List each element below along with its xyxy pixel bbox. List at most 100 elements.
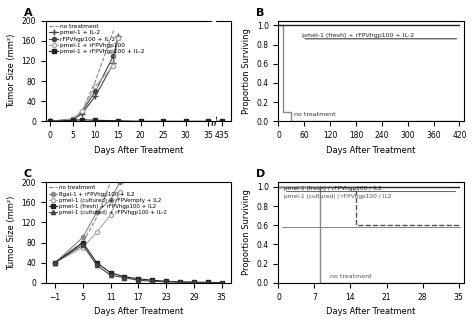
pmel-1 + rFPVhgp100	[47, 119, 53, 123]
pmel-1 + rFPVhgp100 + IL-2	[92, 118, 98, 122]
Bgal-1 + rFPVhgp100 + IL2	[108, 198, 113, 202]
Bgal-1 + rFPVhgp100 + IL2	[52, 261, 58, 265]
X-axis label: Days After Treatment: Days After Treatment	[327, 146, 416, 155]
rFPVhgp100 + IL-2	[70, 117, 76, 121]
pmel-1 + rFPVhgp100	[115, 36, 121, 40]
X-axis label: Days After Treatment: Days After Treatment	[327, 307, 416, 316]
pmel-1 (cultured) + rFPVempty + IL2	[94, 231, 100, 234]
pmel-1 (fresh) + rFPVhgp100 + IL2	[163, 279, 169, 283]
pmel-1 + rFPVhgp100	[110, 64, 116, 68]
pmel-1 (cultured) + rFPVhgp100 + IL-2	[163, 280, 169, 284]
no treatment	[47, 119, 53, 123]
Bgal-1 + rFPVhgp100 + IL2	[80, 235, 86, 239]
pmel-1 + IL-2	[70, 118, 76, 122]
pmel-1 (fresh) + rFPVhgp100 + IL2	[191, 280, 197, 284]
pmel-1 (fresh) + rFPVhgp100 + IL2	[52, 261, 58, 265]
pmel-1 (fresh) + rFPVhgp100 + IL2	[136, 277, 141, 281]
pmel-1 (cultured) + rFPVhgp100 + IL-2	[191, 280, 197, 284]
pmel-1 + IL-2	[79, 112, 85, 116]
pmel-1 (cultured) + rFPVhgp100 + IL-2	[80, 243, 86, 247]
rFPVhgp100 + IL-2	[47, 119, 53, 123]
Line: pmel-1 + rFPVhgp100 + IL-2: pmel-1 + rFPVhgp100 + IL-2	[48, 118, 224, 123]
pmel-1 + rFPVhgp100	[79, 109, 85, 113]
pmel-1 + IL-2	[115, 34, 121, 38]
Line: no treatment: no treatment	[55, 182, 110, 263]
pmel-1 (cultured) + rFPVempty + IL2	[52, 261, 58, 265]
no treatment	[110, 29, 116, 33]
Line: Bgal-1 + rFPVhgp100 + IL2: Bgal-1 + rFPVhgp100 + IL2	[53, 180, 122, 265]
Text: C: C	[24, 169, 32, 179]
Bgal-1 + rFPVhgp100 + IL2	[117, 180, 123, 184]
pmel-1 + rFPVhgp100 + IL-2	[47, 119, 53, 123]
Line: pmel-1 (cultured) + rFPVempty + IL2: pmel-1 (cultured) + rFPVempty + IL2	[53, 190, 122, 265]
Line: pmel-1 + rFPVhgp100: pmel-1 + rFPVhgp100	[48, 36, 120, 123]
no treatment	[108, 180, 113, 184]
Legend: no treatment, pmel-1 + IL-2, rFPVhgp100 + IL-2, pmel-1 + rFPVhgp100, pmel-1 + rF: no treatment, pmel-1 + IL-2, rFPVhgp100 …	[49, 24, 145, 55]
rFPVhgp100 + IL-2	[115, 36, 121, 40]
pmel-1 + rFPVhgp100	[70, 117, 76, 121]
pmel-1 (cultured) + rFPVhgp100 + IL-2	[108, 273, 113, 277]
pmel-1 (cultured) + rFPVhgp100 + IL-2	[122, 276, 128, 280]
Line: pmel-1 + IL-2: pmel-1 + IL-2	[47, 32, 121, 125]
Text: pmel-1 (cultured) / rFPVhgp100 / IL2: pmel-1 (cultured) / rFPVhgp100 / IL2	[283, 194, 391, 199]
pmel-1 (cultured) + rFPVhgp100 + IL-2	[219, 281, 225, 285]
pmel-1 (fresh) + rFPVhgp100 + IL2	[94, 261, 100, 265]
pmel-1 + rFPVhgp100 + IL-2	[206, 119, 211, 123]
pmel-1 (cultured) + rFPVhgp100 + IL-2	[94, 263, 100, 267]
Line: rFPVhgp100 + IL-2: rFPVhgp100 + IL-2	[48, 36, 120, 123]
pmel-1 (cultured) + rFPVhgp100 + IL-2	[205, 281, 210, 285]
Legend: no treatment, Bgal-1 + rFPVhgp100 + IL2, pmel-1 (cultured) + rFPVempty + IL2, pm: no treatment, Bgal-1 + rFPVhgp100 + IL2,…	[48, 185, 167, 215]
Y-axis label: Tumor Size (mm²): Tumor Size (mm²)	[7, 195, 16, 270]
no treatment	[94, 215, 100, 219]
pmel-1 (cultured) + rFPVempty + IL2	[117, 190, 123, 194]
rFPVhgp100 + IL-2	[92, 89, 98, 93]
pmel-1 + rFPVhgp100 + IL-2	[70, 118, 76, 122]
Text: A: A	[24, 7, 32, 17]
pmel-1 + IL-2	[110, 61, 116, 65]
pmel-1 (fresh) + rFPVhgp100 + IL2	[219, 281, 225, 285]
Text: no treatment: no treatment	[293, 112, 335, 118]
pmel-1 + rFPVhgp100	[92, 84, 98, 88]
rFPVhgp100 + IL-2	[110, 54, 116, 58]
pmel-1 + rFPVhgp100 + IL-2	[138, 119, 144, 123]
pmel-1 (cultured) + rFPVempty + IL2	[108, 213, 113, 217]
Line: pmel-1 (cultured) + rFPVhgp100 + IL-2: pmel-1 (cultured) + rFPVhgp100 + IL-2	[53, 243, 224, 285]
pmel-1 (fresh) + rFPVhgp100 + IL2	[80, 241, 86, 245]
pmel-1 (cultured) + rFPVempty + IL2	[80, 245, 86, 249]
Line: pmel-1 (fresh) + rFPVhgp100 + IL2: pmel-1 (fresh) + rFPVhgp100 + IL2	[53, 240, 224, 285]
no treatment	[52, 261, 58, 265]
Y-axis label: Proportion Surviving: Proportion Surviving	[242, 190, 251, 276]
pmel-1 (fresh) + rFPVhgp100 + IL2	[108, 271, 113, 275]
no treatment	[92, 79, 98, 83]
Text: D: D	[256, 169, 265, 179]
pmel-1 + rFPVhgp100 + IL-2	[79, 118, 85, 122]
pmel-1 + rFPVhgp100 + IL-2	[160, 119, 166, 123]
pmel-1 (cultured) + rFPVhgp100 + IL-2	[136, 278, 141, 282]
pmel-1 (fresh) + rFPVhgp100 + IL2	[149, 278, 155, 282]
X-axis label: Days After Treatment: Days After Treatment	[94, 307, 183, 316]
pmel-1 (fresh) + rFPVhgp100 + IL2	[177, 280, 183, 284]
rFPVhgp100 + IL-2	[79, 110, 85, 114]
no treatment	[79, 109, 85, 113]
pmel-1 + IL-2	[47, 119, 53, 123]
pmel-1 (fresh) + rFPVhgp100 + IL2	[122, 275, 128, 279]
pmel-1 (cultured) + rFPVhgp100 + IL-2	[177, 280, 183, 284]
no treatment	[70, 117, 76, 121]
X-axis label: Days After Treatment: Days After Treatment	[94, 146, 183, 155]
Line: no treatment: no treatment	[50, 31, 113, 121]
Bgal-1 + rFPVhgp100 + IL2	[94, 210, 100, 214]
pmel-1 + IL-2	[92, 94, 98, 98]
no treatment	[80, 241, 86, 245]
Y-axis label: Proportion Surviving: Proportion Surviving	[242, 28, 251, 114]
pmel-1 + rFPVhgp100 + IL-2	[115, 119, 121, 123]
Text: pmel-1 (fresh) + rFPVhgp100 + IL-2: pmel-1 (fresh) + rFPVhgp100 + IL-2	[302, 33, 414, 38]
pmel-1 (cultured) + rFPVhgp100 + IL-2	[149, 279, 155, 283]
Y-axis label: Tumor Size (mm²): Tumor Size (mm²)	[7, 34, 16, 108]
Text: pmel-1 (fresh) / rFPVhgp100 / IL2: pmel-1 (fresh) / rFPVhgp100 / IL2	[283, 186, 382, 191]
Text: no treatment: no treatment	[330, 274, 372, 279]
pmel-1 + rFPVhgp100 + IL-2	[183, 119, 189, 123]
pmel-1 (cultured) + rFPVhgp100 + IL-2	[52, 261, 58, 265]
pmel-1 (fresh) + rFPVhgp100 + IL2	[205, 280, 210, 284]
Text: B: B	[256, 7, 264, 17]
pmel-1 + rFPVhgp100 + IL-2	[219, 119, 225, 123]
